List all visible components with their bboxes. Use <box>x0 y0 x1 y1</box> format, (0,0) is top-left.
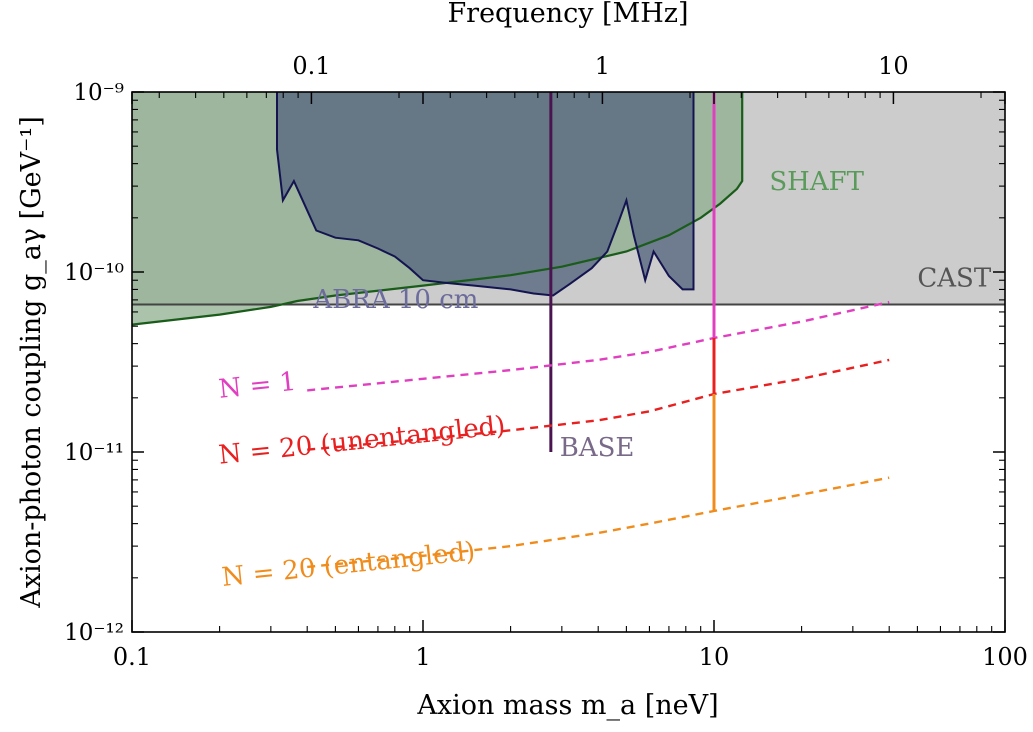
shaft-limit-line <box>132 92 744 326</box>
series-line-n-20-unentangled <box>307 358 890 451</box>
series-line-n-1 <box>307 300 890 392</box>
axis-ticks: 0.1 1 10 100 10⁻¹² 10⁻¹¹ 10⁻¹⁰ 10⁻⁹ 0.1 1 10 <box>64 52 1028 671</box>
x-tick-label: 1 <box>415 643 430 671</box>
y-tick-label: 10⁻¹¹ <box>64 440 124 466</box>
y-tick-label: 10⁻¹⁰ <box>64 260 124 286</box>
projection-series <box>307 300 890 569</box>
x-axis-label: Axion mass m_a [neV] <box>416 690 718 721</box>
abra-region-fill <box>277 92 694 296</box>
top-axis-label: Frequency [MHz] <box>447 0 688 29</box>
x-tick-label: 0.1 <box>113 643 151 671</box>
abra-limit-line <box>276 92 695 297</box>
label-base: BASE <box>560 433 635 463</box>
y-axis-label: Axion-photon coupling g_aγ [GeV⁻¹] <box>16 116 47 609</box>
series-line-n-20-entangled <box>307 476 890 569</box>
plot-frame <box>131 91 1006 633</box>
top-tick-label: 10 <box>878 52 909 80</box>
top-tick-label: 1 <box>595 52 610 80</box>
label-shaft: SHAFT <box>769 167 864 197</box>
x-tick-label: 10 <box>699 643 730 671</box>
label-cast: CAST <box>917 264 991 294</box>
y-tick-label: 10⁻¹² <box>64 620 124 646</box>
y-tick-label: 10⁻⁹ <box>73 80 124 106</box>
top-tick-label: 0.1 <box>292 52 330 80</box>
x-tick-label: 100 <box>982 643 1028 671</box>
plot-area <box>132 92 1005 569</box>
label-abra-10-cm: ABRA 10 cm <box>312 285 478 315</box>
